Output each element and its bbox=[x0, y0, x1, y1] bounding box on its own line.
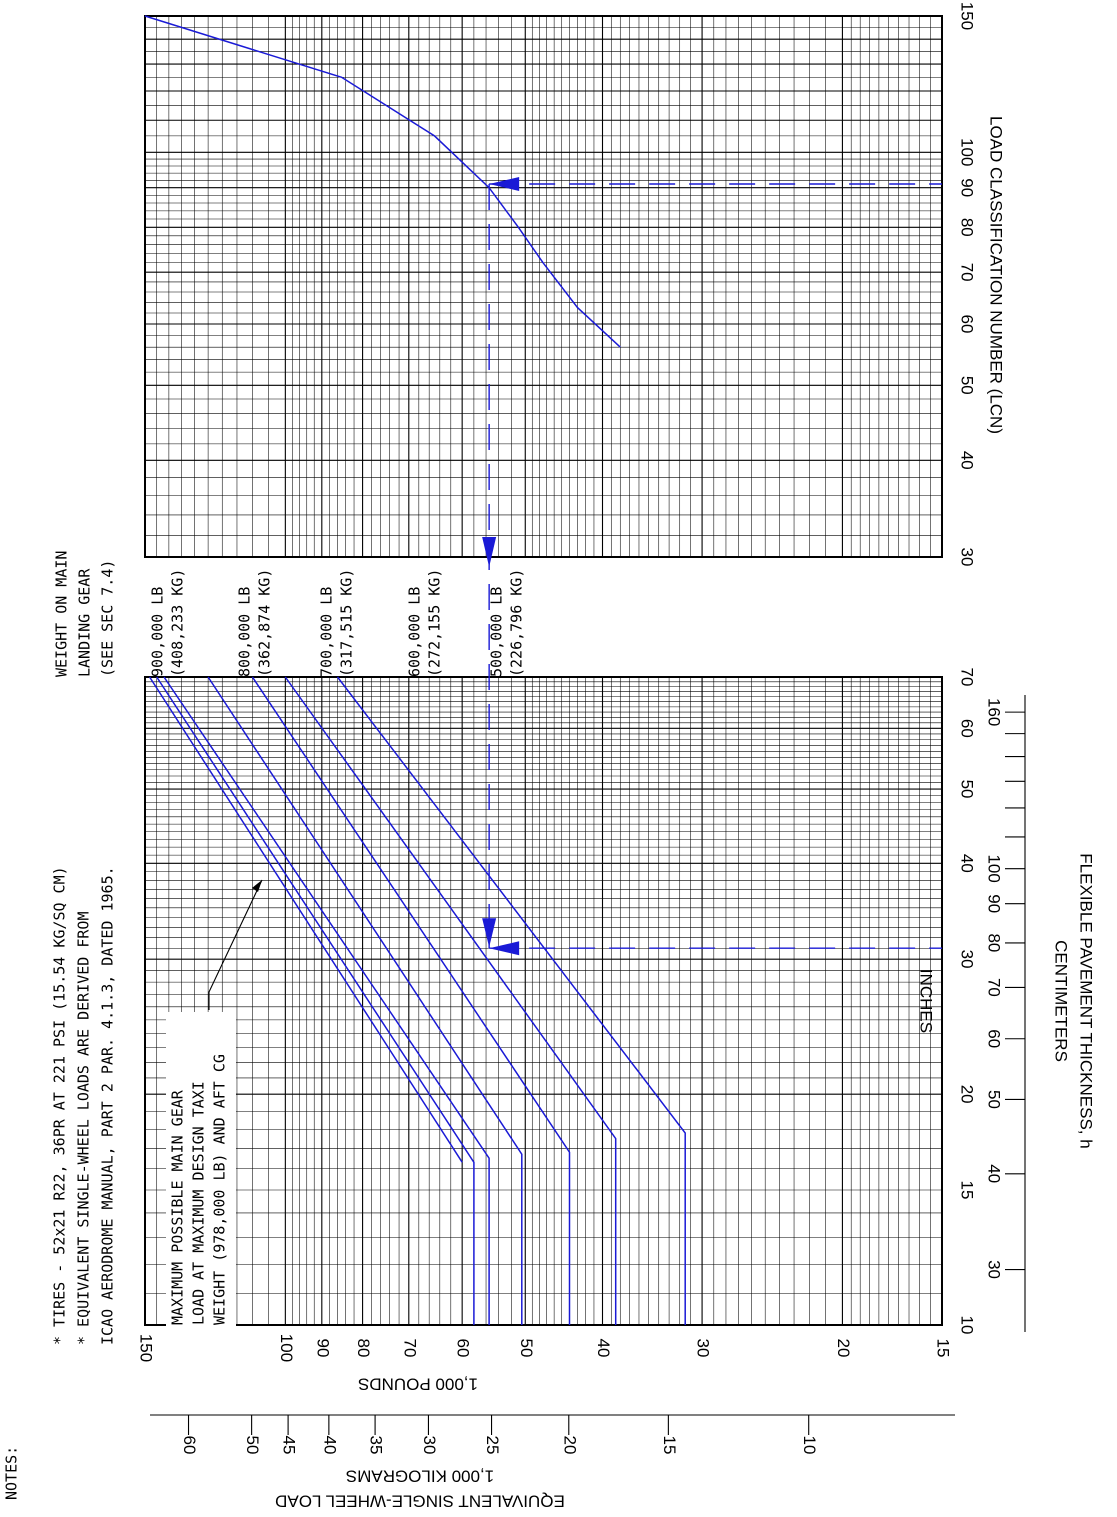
pounds-tick-label: 150 bbox=[137, 1334, 156, 1362]
lcn-curve bbox=[144, 15, 621, 348]
kg-tick-label: 50 bbox=[243, 1436, 262, 1455]
annotation-line: MAXIMUM POSSIBLE MAIN GEAR bbox=[169, 1089, 187, 1325]
inches-axis-title: INCHES bbox=[917, 969, 936, 1033]
pounds-axis-title: 1,000 POUNDS bbox=[358, 1375, 478, 1394]
cm-tick-label: 60 bbox=[985, 1029, 1004, 1048]
cm-tick-label: 100 bbox=[985, 854, 1004, 882]
notes-line: * TIRES - 52x21 R22, 36PR AT 221 PSI (15… bbox=[51, 866, 69, 1345]
cm-tick-label: 40 bbox=[985, 1164, 1004, 1183]
weight-sublabel: (408,233 KG) bbox=[169, 569, 187, 677]
inch-tick-label: 15 bbox=[958, 1181, 977, 1200]
example-arrowhead bbox=[489, 941, 520, 956]
cm-tick-label: 160 bbox=[985, 698, 1004, 726]
annotation-line: LOAD AT MAXIMUM DESIGN TAXI bbox=[190, 1081, 208, 1325]
lcn-axis-title: LOAD CLASSIFICATION NUMBER (LCN) bbox=[987, 116, 1006, 434]
kg-tick-label: 40 bbox=[320, 1436, 339, 1455]
pounds-tick-label: 90 bbox=[313, 1339, 332, 1358]
inch-tick-label: 30 bbox=[958, 950, 977, 969]
lcn-tick-label: 40 bbox=[958, 451, 977, 470]
example-arrowhead bbox=[482, 918, 497, 948]
annotation-box bbox=[166, 1012, 236, 1332]
annotation-leader bbox=[208, 879, 263, 1010]
kg-tick-label: 30 bbox=[420, 1436, 439, 1455]
pounds-tick-label: 20 bbox=[834, 1339, 853, 1358]
weight-curve bbox=[163, 676, 490, 1325]
weight-curve bbox=[207, 676, 523, 1325]
weight-curve bbox=[148, 676, 463, 1163]
pounds-tick-label: 40 bbox=[594, 1339, 613, 1358]
weight-curve bbox=[156, 676, 475, 1325]
inch-tick-label: 20 bbox=[958, 1085, 977, 1104]
curves-layer bbox=[144, 15, 942, 1325]
thickness-panel-frame bbox=[144, 676, 943, 1326]
pounds-tick-label: 70 bbox=[400, 1339, 419, 1358]
legend-header-line: WEIGHT ON MAIN bbox=[53, 551, 71, 677]
inch-tick-label: 40 bbox=[958, 854, 977, 873]
kg-axis-title: 1,000 KILOGRAMS bbox=[346, 1467, 494, 1486]
pounds-tick-label: 60 bbox=[454, 1339, 473, 1358]
kg-tick-label: 60 bbox=[180, 1436, 199, 1455]
annotation-arrow bbox=[252, 880, 262, 892]
cm-tick-label: 80 bbox=[985, 933, 1004, 952]
lcn-tick-label: 30 bbox=[958, 548, 977, 567]
notes-line: ICAO AERODROME MANUAL, PART 2 PAR. 4.1.3… bbox=[99, 866, 117, 1345]
cm-tick-label: 30 bbox=[985, 1260, 1004, 1279]
notes-heading: NOTES: bbox=[3, 1446, 21, 1500]
kg-tick-label: 35 bbox=[367, 1436, 386, 1455]
cm-axis-title: CENTIMETERS bbox=[1052, 940, 1071, 1062]
lcn-tick-label: 150 bbox=[958, 2, 977, 30]
weight-label: 600,000 LB bbox=[406, 587, 424, 677]
kg-tick-label: 45 bbox=[280, 1436, 299, 1455]
cm-tick-label: 70 bbox=[985, 978, 1004, 997]
pounds-tick-label: 30 bbox=[694, 1339, 713, 1358]
weight-label: 700,000 LB bbox=[318, 587, 336, 677]
pounds-tick-label: 100 bbox=[277, 1334, 296, 1362]
pounds-tick-label: 50 bbox=[517, 1339, 536, 1358]
lcn-tick-label: 80 bbox=[958, 218, 977, 237]
lcn-panel-frame bbox=[144, 15, 943, 558]
pounds-tick-label: 80 bbox=[354, 1339, 373, 1358]
example-arrowhead bbox=[482, 537, 497, 567]
esw-axis-title: EQUIVALENT SINGLE-WHEEL LOAD bbox=[275, 1492, 565, 1511]
grid-layer bbox=[144, 15, 1026, 1435]
lcn-tick-label: 90 bbox=[958, 178, 977, 197]
weight-label: 800,000 LB bbox=[236, 587, 254, 677]
example-arrowhead bbox=[489, 176, 520, 191]
thickness-axis-title: FLEXIBLE PAVEMENT THICKNESS, h bbox=[1077, 853, 1096, 1148]
inch-tick-label: 60 bbox=[958, 719, 977, 738]
kg-tick-label: 20 bbox=[560, 1436, 579, 1455]
weight-curve bbox=[284, 676, 617, 1325]
weight-sublabel: (362,874 KG) bbox=[256, 569, 274, 677]
notes-line: * EQUIVALENT SINGLE-WHEEL LOADS ARE DERI… bbox=[75, 912, 93, 1345]
cm-tick-label: 90 bbox=[985, 894, 1004, 913]
legend-header-line: (SEE SEC 7.4) bbox=[99, 560, 117, 677]
lcn-tick-label: 50 bbox=[958, 376, 977, 395]
weight-label: 500,000 LB bbox=[488, 587, 506, 677]
text-layer: 10 15 20 30 40 50 60 70 30 40 50 60 70 80 90 100 160 30 40… bbox=[3, 2, 1096, 1511]
weight-label: 900,000 LB bbox=[149, 587, 167, 677]
weight-sublabel: (272,155 KG) bbox=[426, 569, 444, 677]
annotation-line: WEIGHT (978,000 LB) AND AFT CG bbox=[211, 1054, 229, 1325]
inch-tick-label: 10 bbox=[958, 1316, 977, 1335]
inch-tick-label: 50 bbox=[958, 780, 977, 799]
weight-sublabel: (226,796 KG) bbox=[508, 569, 526, 677]
weight-curve bbox=[336, 676, 686, 1325]
kg-tick-label: 25 bbox=[483, 1436, 502, 1455]
kg-tick-label: 10 bbox=[800, 1436, 819, 1455]
pounds-tick-label: 15 bbox=[934, 1339, 953, 1358]
lcn-tick-label: 70 bbox=[958, 263, 977, 282]
legend-header-line: LANDING GEAR bbox=[76, 568, 94, 677]
weight-curve bbox=[251, 676, 571, 1325]
weight-sublabel: (317,515 KG) bbox=[338, 569, 356, 677]
inch-tick-label: 70 bbox=[958, 668, 977, 687]
lcn-tick-label: 100 bbox=[958, 138, 977, 166]
kg-tick-label: 15 bbox=[660, 1436, 679, 1455]
lcn-tick-label: 60 bbox=[958, 315, 977, 334]
cm-tick-label: 50 bbox=[985, 1090, 1004, 1109]
